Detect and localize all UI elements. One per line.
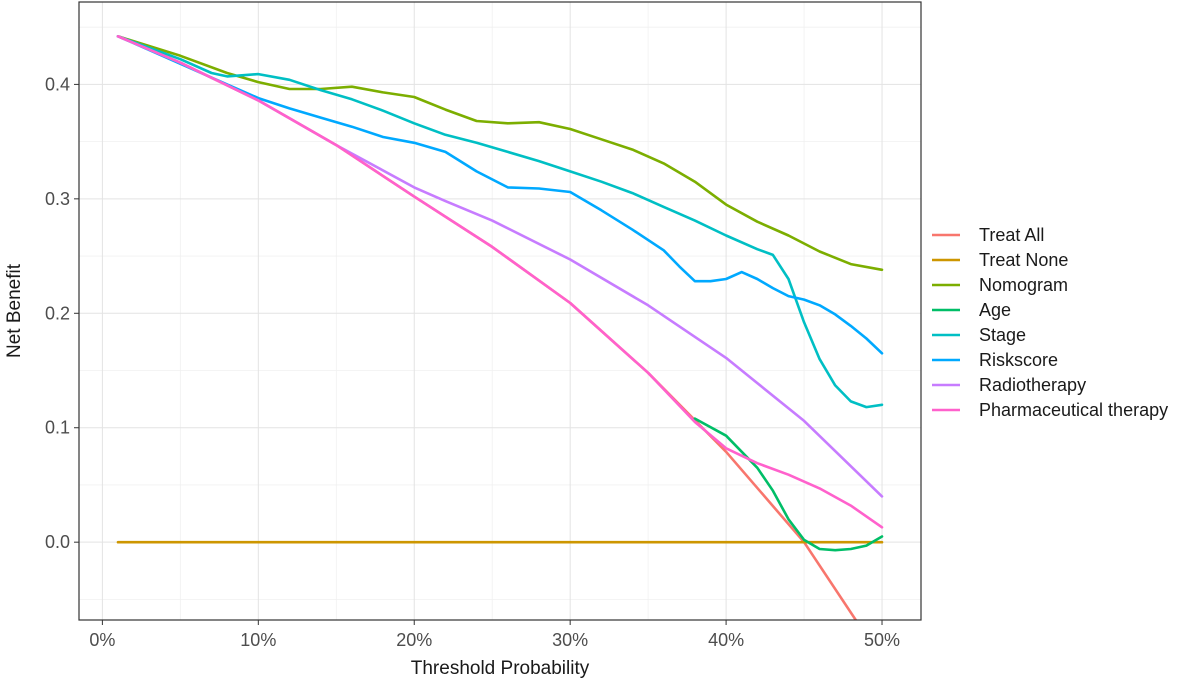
y-tick-label: 0.0 — [45, 532, 70, 552]
legend-label-treat-none: Treat None — [979, 250, 1068, 270]
series-group — [116, 35, 884, 620]
y-tick-label: 0.1 — [45, 418, 70, 438]
legend-label-pharmaceutical-therapy: Pharmaceutical therapy — [979, 400, 1168, 420]
series-line-stage — [116, 35, 884, 409]
legend: Treat All Treat None Nomogram Age Stage Risks… — [932, 225, 1168, 420]
x-tick-label: 30% — [552, 630, 588, 650]
series-line-riskscore — [116, 35, 884, 355]
legend-label-treat-all: Treat All — [979, 225, 1044, 245]
legend-label-riskscore: Riskscore — [979, 350, 1058, 370]
x-axis-ticks: 0% 10% 20% 30% 40% 50% — [89, 620, 900, 650]
y-axis-title: Net Benefit — [4, 263, 25, 358]
plot-frame — [78, 1, 922, 621]
x-tick-label: 10% — [240, 630, 276, 650]
x-tick-label: 0% — [89, 630, 115, 650]
series-lines — [116, 35, 884, 620]
series-line-nomogram — [116, 35, 884, 272]
legend-label-radiotherapy: Radiotherapy — [979, 375, 1086, 395]
y-tick-label: 0.2 — [45, 303, 70, 323]
y-tick-label: 0.4 — [45, 74, 70, 94]
legend-label-stage: Stage — [979, 325, 1026, 345]
series-line-pharmaceutical-therapy — [116, 35, 884, 529]
y-axis-ticks: 0.0 0.1 0.2 0.3 0.4 — [45, 74, 79, 552]
y-tick-label: 0.3 — [45, 189, 70, 209]
legend-label-nomogram: Nomogram — [979, 275, 1068, 295]
x-tick-label: 20% — [396, 630, 432, 650]
x-axis-title: Threshold Probability — [411, 658, 590, 679]
x-tick-label: 50% — [864, 630, 900, 650]
x-tick-label: 40% — [708, 630, 744, 650]
legend-label-age: Age — [979, 300, 1011, 320]
series-line-age — [693, 417, 884, 552]
